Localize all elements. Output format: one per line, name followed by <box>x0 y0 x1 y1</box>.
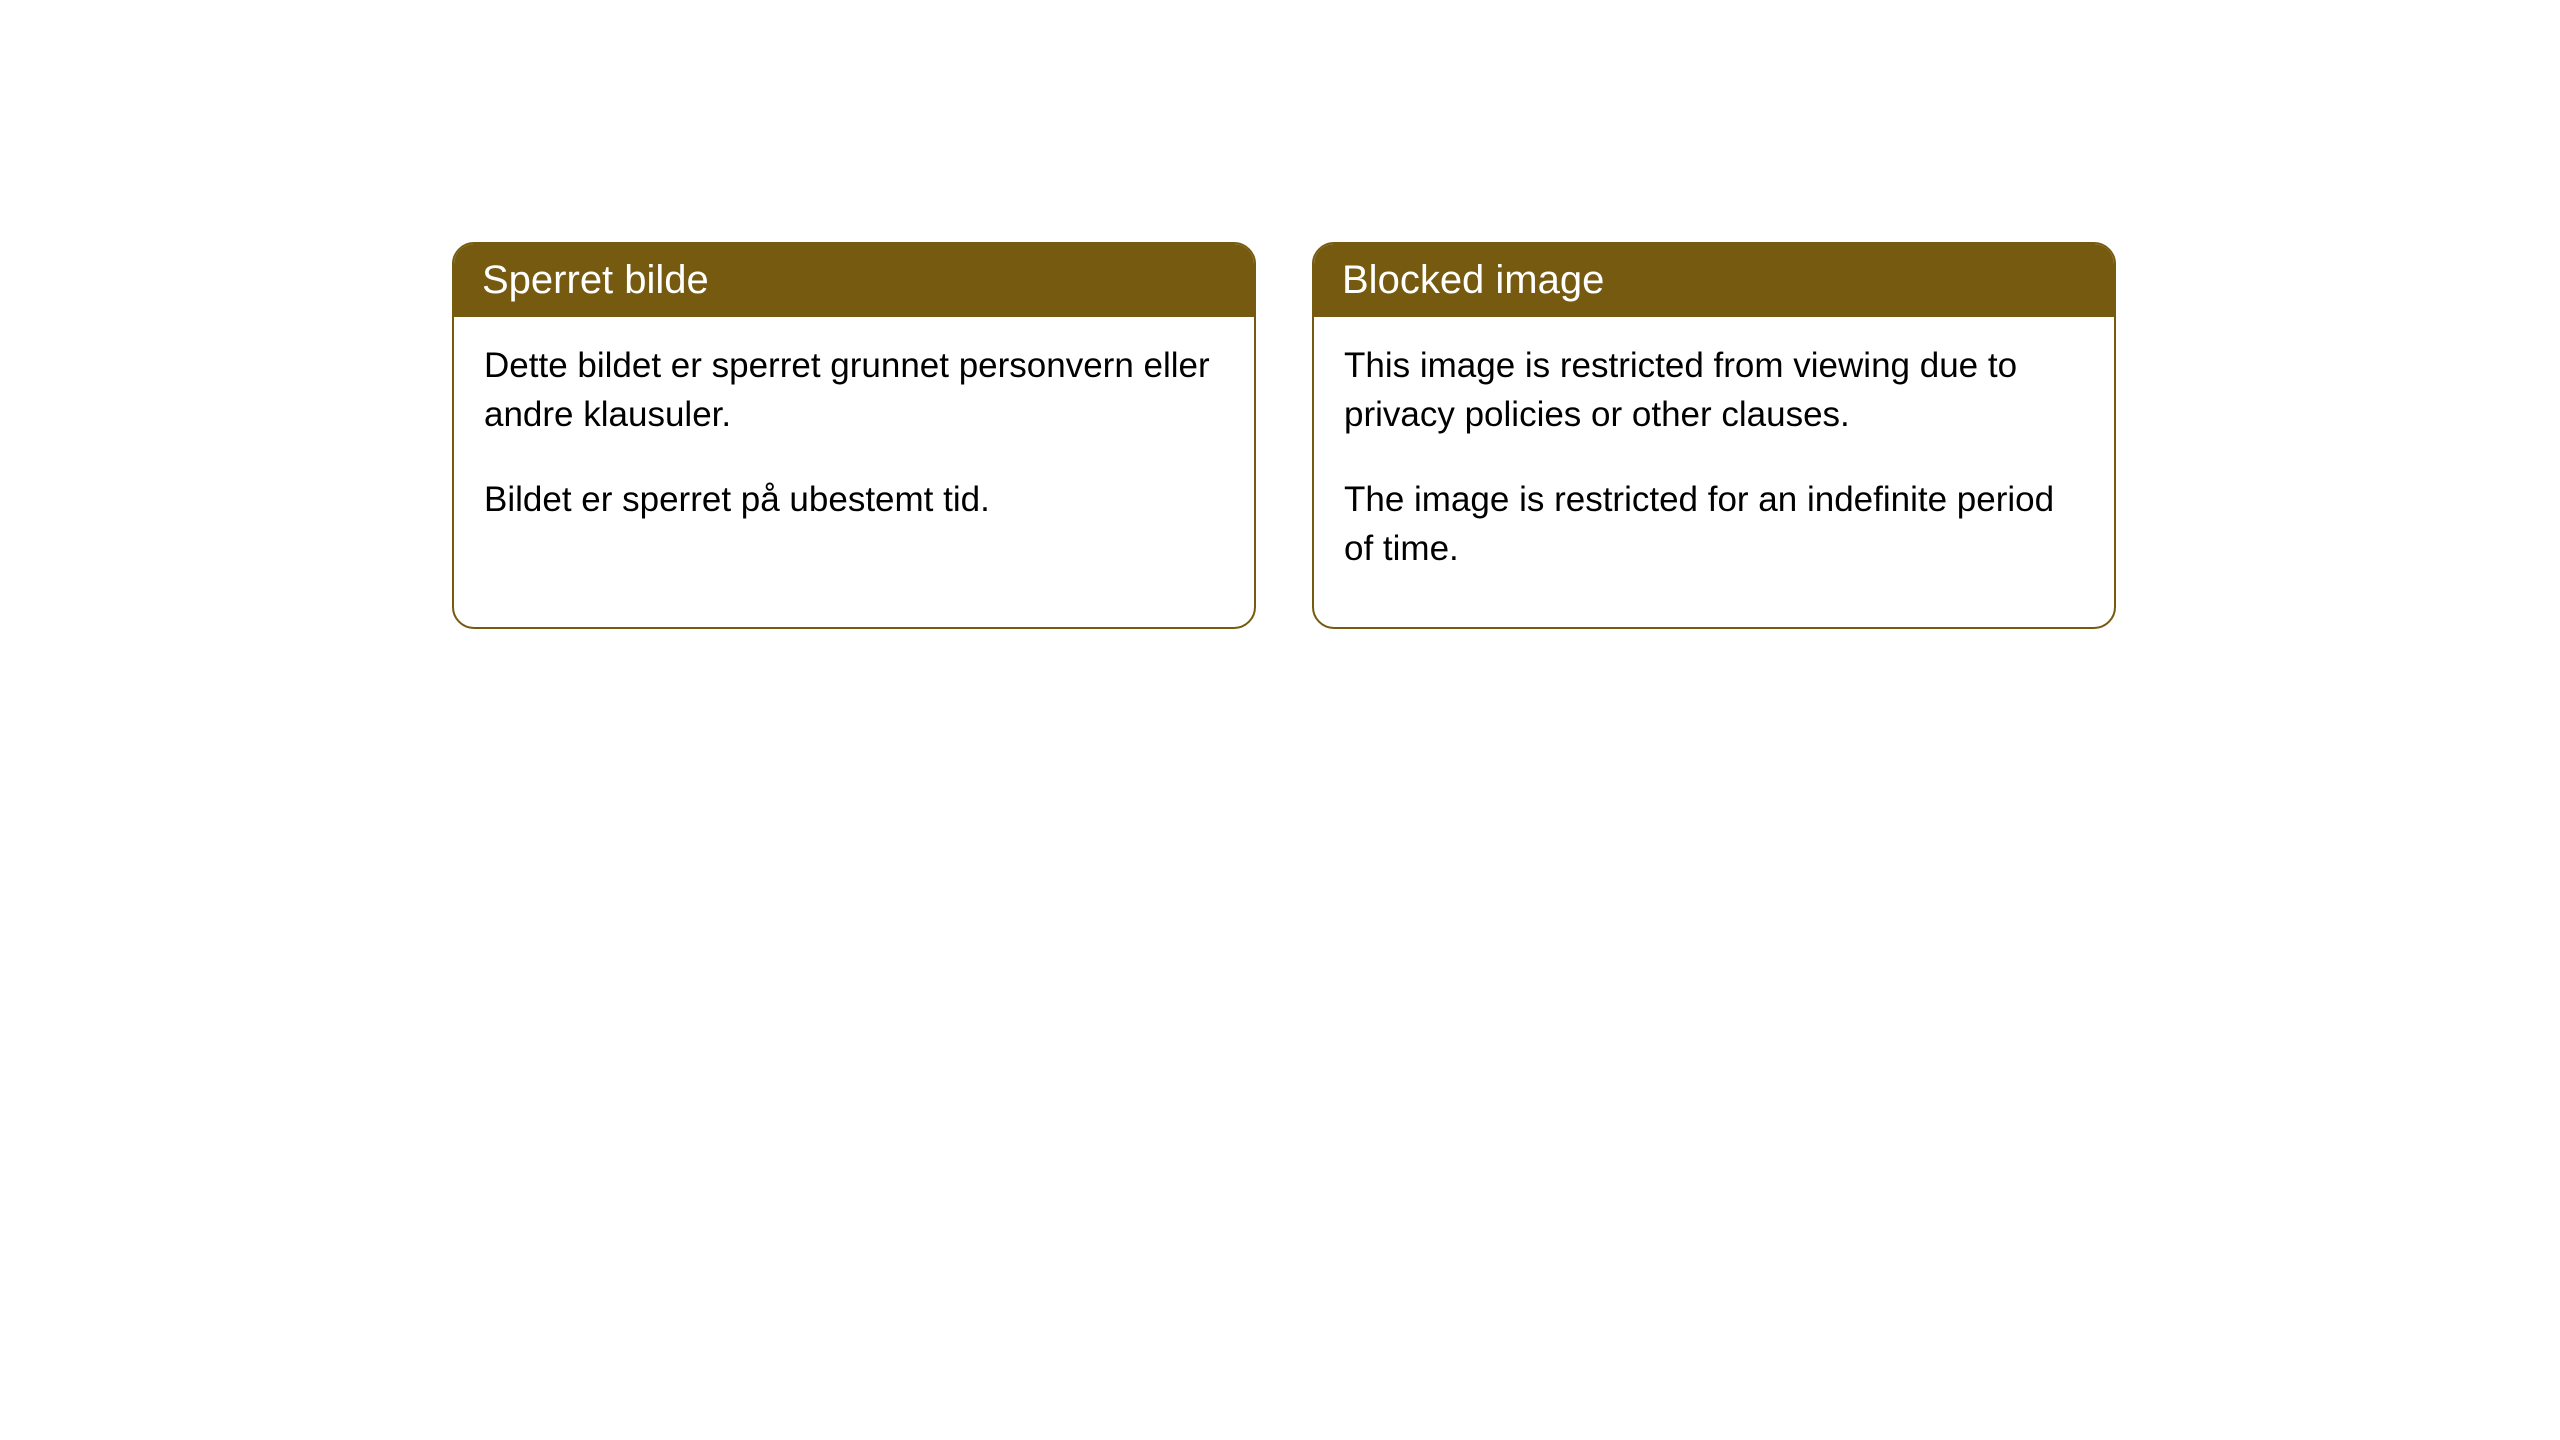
card-norwegian: Sperret bilde Dette bildet er sperret gr… <box>452 242 1256 629</box>
card-title: Blocked image <box>1342 258 1604 302</box>
card-body-norwegian: Dette bildet er sperret grunnet personve… <box>454 317 1254 578</box>
card-header-norwegian: Sperret bilde <box>454 244 1254 317</box>
card-title: Sperret bilde <box>482 258 709 302</box>
cards-container: Sperret bilde Dette bildet er sperret gr… <box>452 242 2116 629</box>
card-english: Blocked image This image is restricted f… <box>1312 242 2116 629</box>
card-paragraph: The image is restricted for an indefinit… <box>1344 475 2084 573</box>
card-paragraph: Bildet er sperret på ubestemt tid. <box>484 475 1224 524</box>
card-body-english: This image is restricted from viewing du… <box>1314 317 2114 627</box>
card-paragraph: Dette bildet er sperret grunnet personve… <box>484 341 1224 439</box>
card-paragraph: This image is restricted from viewing du… <box>1344 341 2084 439</box>
card-header-english: Blocked image <box>1314 244 2114 317</box>
